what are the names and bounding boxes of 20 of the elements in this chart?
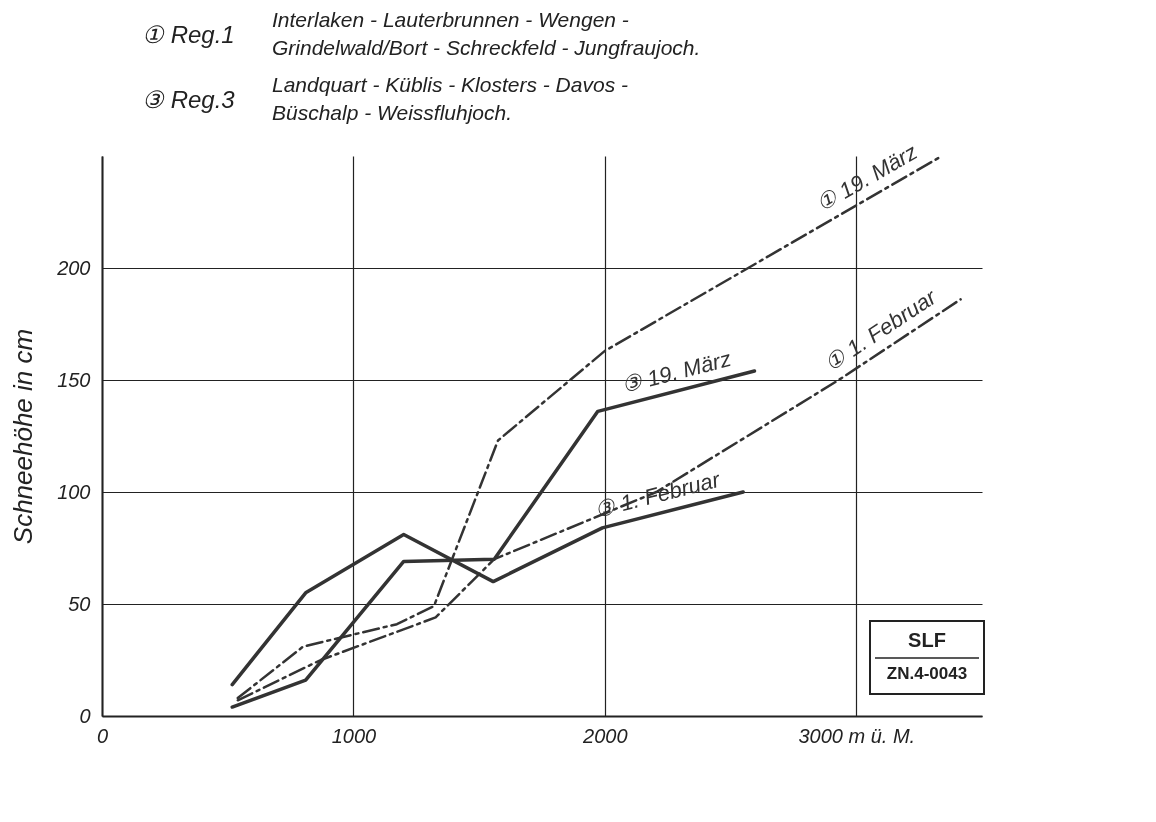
text: Landquart - Küblis - Klosters - Davos -: [272, 73, 628, 96]
y-axis-title: Schneehöhe in cm: [8, 328, 39, 545]
x-tick-label: 1000: [331, 724, 377, 747]
text: ③ 19. März: [619, 346, 734, 399]
text: ① Reg.1: [142, 21, 235, 48]
annotation: SLF: [908, 629, 946, 651]
x-tick-label: 2000: [582, 724, 628, 747]
text: Grindelwald/Bort - Schreckfeld - Jungfraujoch.: [272, 36, 701, 59]
y-tick-label: 200: [56, 256, 91, 279]
y-tick-label: 150: [57, 368, 91, 391]
x-tick-label: 3000 m ü. M.: [798, 724, 916, 747]
text: Interlaken - Lauterbrunnen - Wengen -: [272, 8, 629, 31]
annotation: ZN.4-0043: [886, 664, 968, 683]
text: ① 19. März: [812, 139, 922, 217]
text: ③ Reg.3: [142, 86, 236, 113]
text: Büschalp - Weissfluhjoch.: [272, 101, 513, 124]
y-tick-label: 50: [68, 592, 91, 615]
x-tick-label: 0: [96, 724, 109, 747]
y-tick-label: 0: [79, 704, 91, 727]
y-tick-label: 100: [57, 480, 91, 503]
